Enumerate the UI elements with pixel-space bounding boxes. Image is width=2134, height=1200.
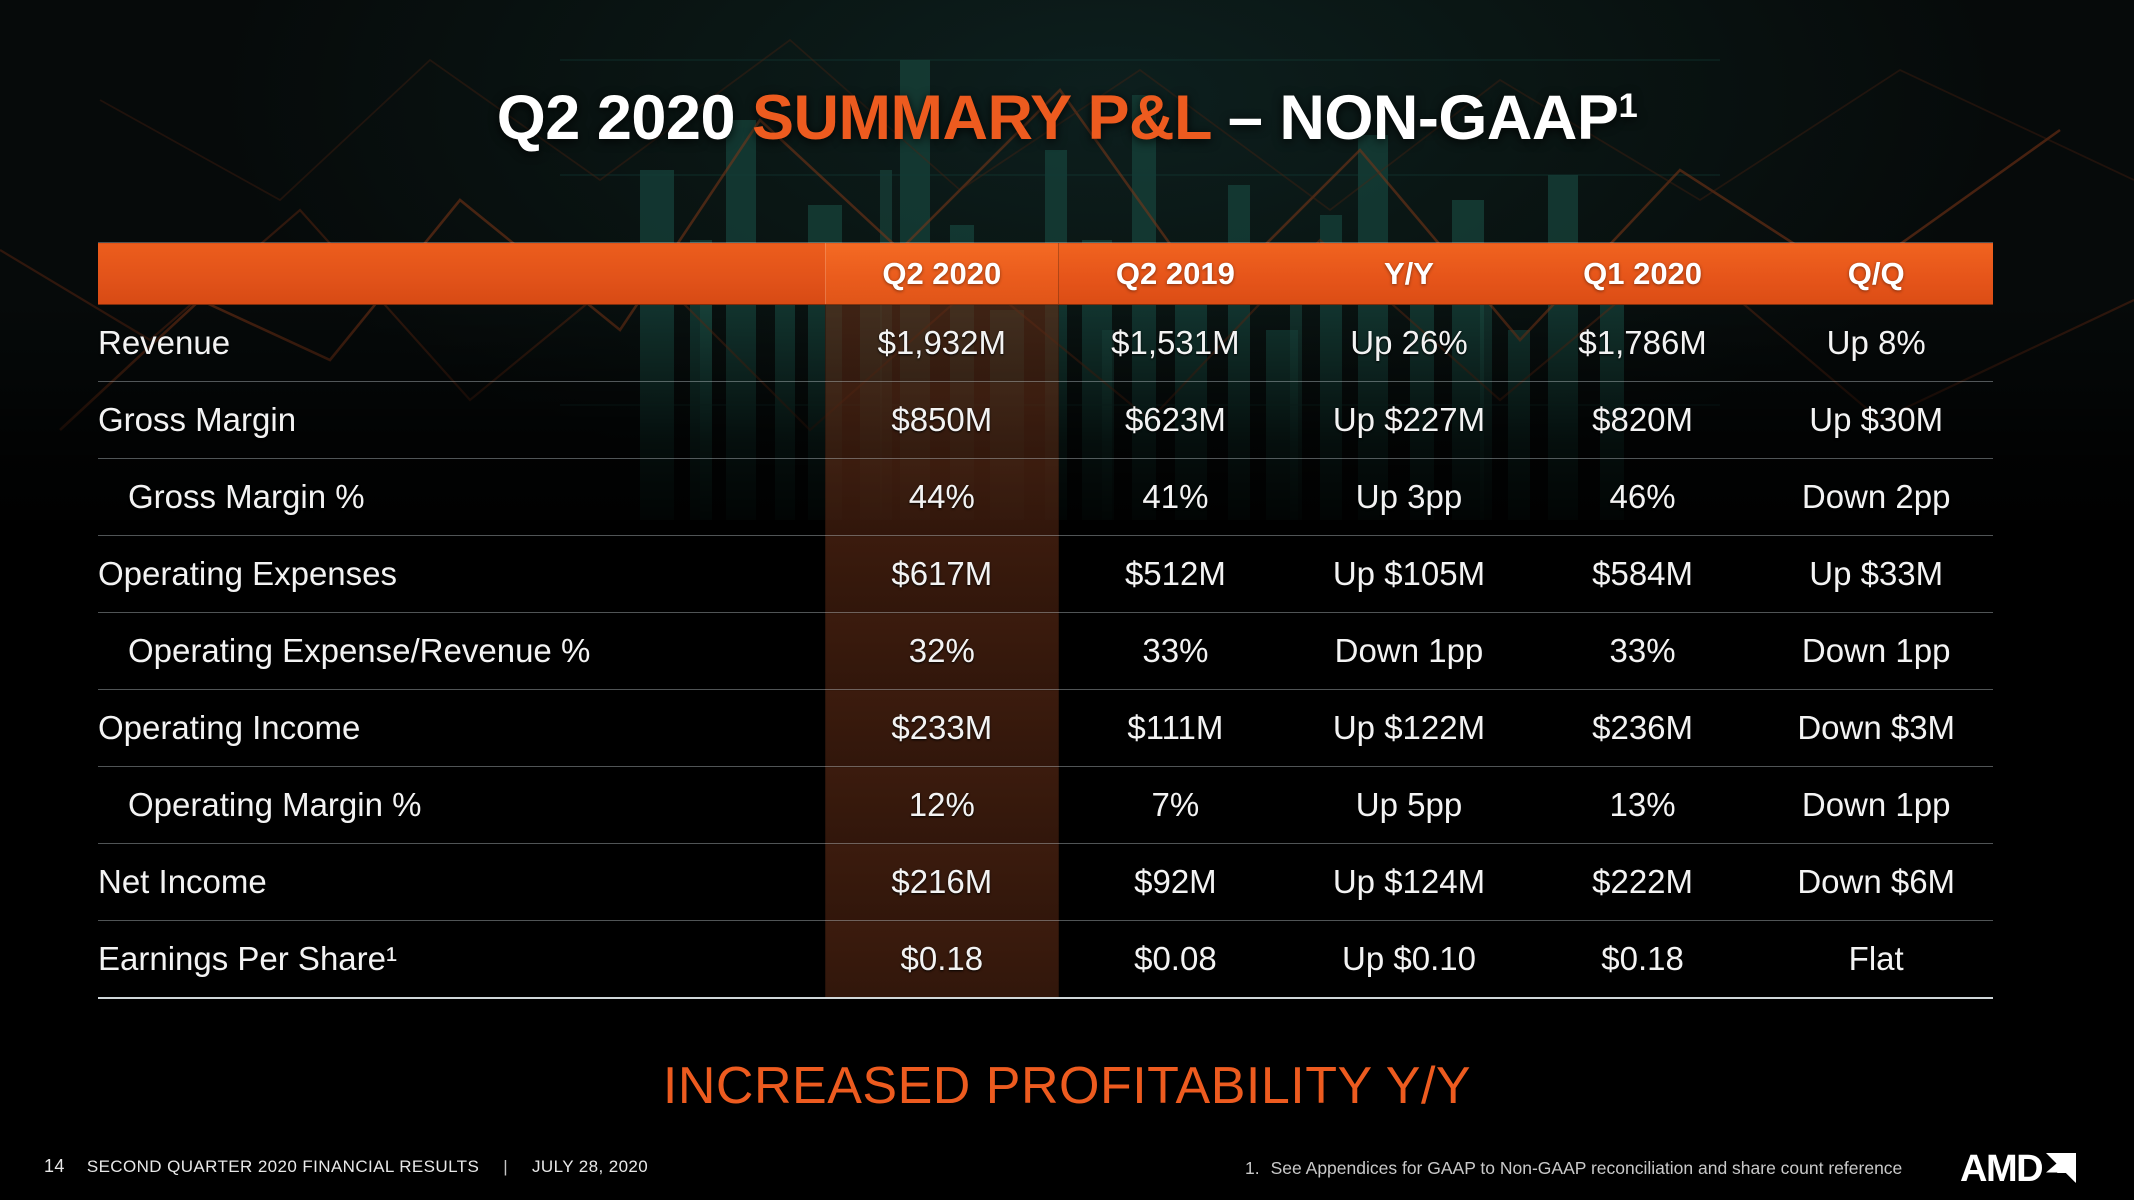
table-cell: Up 8% — [1759, 304, 1993, 382]
row-label: Revenue — [98, 304, 825, 382]
row-label: Operating Margin % — [98, 766, 825, 844]
table-cell: Up $0.10 — [1292, 920, 1526, 999]
row-label: Operating Income — [98, 689, 825, 767]
page-number: 14 — [44, 1156, 65, 1176]
column-header-metric — [98, 242, 825, 305]
table-cell: Up $227M — [1292, 381, 1526, 459]
table-cell: $222M — [1525, 843, 1760, 921]
column-header-q2-2020: Q2 2020 — [825, 242, 1059, 305]
table-row: Revenue $1,932M $1,531M Up 26% $1,786M Up 8% — [98, 304, 1993, 382]
table-cell: Up $122M — [1292, 689, 1526, 767]
table-cell: $1,531M — [1058, 304, 1293, 382]
footnote-text: See Appendices for GAAP to Non-GAAP reco… — [1270, 1158, 1903, 1178]
table-cell: $0.08 — [1058, 920, 1293, 999]
table-cell: Up $105M — [1292, 535, 1526, 613]
table-cell: $111M — [1058, 689, 1293, 767]
table-row: Operating Income $233M $111M Up $122M $236M D… — [98, 689, 1993, 767]
table-cell: 7% — [1058, 766, 1293, 844]
table-cell: Down 2pp — [1759, 458, 1993, 536]
table-row: Operating Expense/Revenue % 32% 33% Down 1p… — [98, 612, 1993, 690]
table-cell: $617M — [825, 535, 1059, 613]
table-cell: 44% — [825, 458, 1059, 536]
column-header-q1-2020: Q1 2020 — [1525, 242, 1760, 305]
amd-wordmark: AMD — [1960, 1148, 2044, 1190]
table-cell: Up $124M — [1292, 843, 1526, 921]
table-cell: Down $3M — [1759, 689, 1993, 767]
table-cell: 33% — [1525, 612, 1760, 690]
table-cell: Up $33M — [1759, 535, 1993, 613]
footer-left: 14 SECOND QUARTER 2020 FINANCIAL RESULTS… — [44, 1156, 648, 1177]
title-prefix: Q2 2020 — [496, 83, 752, 153]
row-label: Gross Margin % — [98, 458, 825, 536]
table-cell: $850M — [825, 381, 1059, 459]
table-cell: 33% — [1058, 612, 1293, 690]
table-cell: 41% — [1058, 458, 1293, 536]
row-label: Gross Margin — [98, 381, 825, 459]
column-header-qq: Q/Q — [1759, 242, 1993, 305]
footnote: 1. See Appendices for GAAP to Non-GAAP r… — [1245, 1158, 1902, 1179]
table-cell: Down 1pp — [1759, 612, 1993, 690]
row-label: Earnings Per Share¹ — [98, 920, 825, 999]
row-label: Operating Expenses — [98, 535, 825, 613]
table-cell: Up $30M — [1759, 381, 1993, 459]
table-cell: Up 26% — [1292, 304, 1526, 382]
key-takeaway-tagline: INCREASED PROFITABILITY Y/Y — [662, 1057, 1472, 1115]
table-row: Gross Margin % 44% 41% Up 3pp 46% Down 2pp — [98, 458, 1993, 536]
table-cell: Down 1pp — [1759, 766, 1993, 844]
table-cell: $820M — [1525, 381, 1760, 459]
summary-pl-table-wrapper: Q2 2020 Q2 2019 Y/Y Q1 2020 Q/Q Revenue $… — [98, 242, 1993, 999]
table-cell: Up 3pp — [1292, 458, 1526, 536]
footer-separator: | — [503, 1156, 509, 1176]
table-cell: $584M — [1525, 535, 1760, 613]
title-suffix: – NON-GAAP — [1210, 83, 1619, 153]
table-cell: Down $6M — [1759, 843, 1993, 921]
row-label: Operating Expense/Revenue % — [98, 612, 825, 690]
title-accent: SUMMARY P&L — [752, 83, 1211, 153]
row-label: Net Income — [98, 843, 825, 921]
table-header-row: Q2 2020 Q2 2019 Y/Y Q1 2020 Q/Q — [98, 242, 1993, 305]
title-footnote-marker: 1 — [1618, 87, 1638, 125]
table-cell: $216M — [825, 843, 1059, 921]
table-cell: Flat — [1759, 920, 1993, 999]
summary-pl-table: Q2 2020 Q2 2019 Y/Y Q1 2020 Q/Q Revenue $… — [98, 242, 1993, 999]
table-cell: $0.18 — [825, 920, 1059, 999]
table-cell: $92M — [1058, 843, 1293, 921]
table-cell: 32% — [825, 612, 1059, 690]
table-cell: $1,786M — [1525, 304, 1760, 382]
table-cell: 46% — [1525, 458, 1760, 536]
footer-deck-title: SECOND QUARTER 2020 FINANCIAL RESULTS — [86, 1156, 480, 1176]
table-body: Revenue $1,932M $1,531M Up 26% $1,786M Up 8% G… — [98, 304, 1993, 999]
table-row: Earnings Per Share¹ $0.18 $0.08 Up $0.10 $0.… — [98, 920, 1993, 999]
table-cell: $233M — [825, 689, 1059, 767]
table-cell: $512M — [1058, 535, 1293, 613]
footer-date: JULY 28, 2020 — [532, 1156, 649, 1176]
table-cell: 13% — [1525, 766, 1760, 844]
amd-logo: AMD — [1960, 1150, 2078, 1188]
table-row: Operating Expenses $617M $512M Up $105M $584… — [98, 535, 1993, 613]
table-row: Net Income $216M $92M Up $124M $222M Down $6M — [98, 843, 1993, 921]
page-title: Q2 2020 SUMMARY P&L – NON-GAAP1 — [0, 82, 2134, 154]
table-row: Gross Margin $850M $623M Up $227M $820M Up $3… — [98, 381, 1993, 459]
table-cell: 12% — [825, 766, 1059, 844]
table-cell: Down 1pp — [1292, 612, 1526, 690]
table-row: Operating Margin % 12% 7% Up 5pp 13% Down 1pp — [98, 766, 1993, 844]
table-cell: $236M — [1525, 689, 1760, 767]
column-header-q2-2019: Q2 2019 — [1058, 242, 1293, 305]
column-header-yy: Y/Y — [1292, 242, 1526, 305]
amd-arrow-icon — [2046, 1153, 2077, 1183]
footnote-marker: 1. — [1245, 1158, 1260, 1178]
table-header: Q2 2020 Q2 2019 Y/Y Q1 2020 Q/Q — [98, 242, 1993, 305]
table-cell: $1,932M — [825, 304, 1059, 382]
table-cell: $623M — [1058, 381, 1293, 459]
table-cell: $0.18 — [1525, 920, 1760, 999]
table-cell: Up 5pp — [1292, 766, 1526, 844]
